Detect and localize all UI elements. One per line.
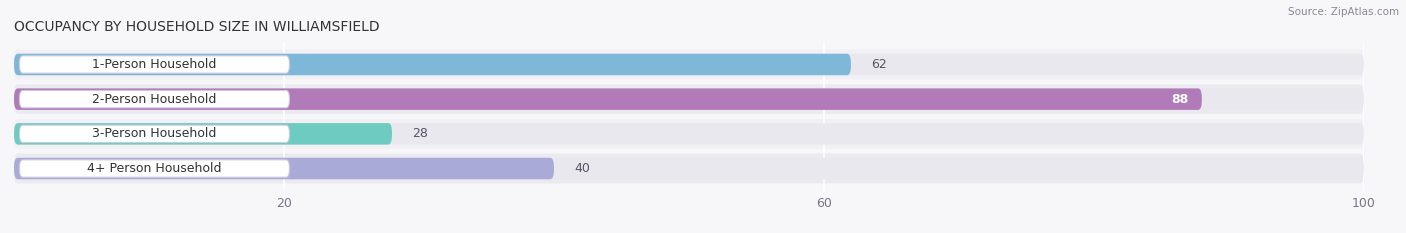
FancyBboxPatch shape [14,123,1364,145]
FancyBboxPatch shape [14,123,392,145]
Text: 2-Person Household: 2-Person Household [93,93,217,106]
Text: 62: 62 [872,58,887,71]
Text: 4+ Person Household: 4+ Person Household [87,162,222,175]
FancyBboxPatch shape [20,90,290,108]
FancyBboxPatch shape [20,56,290,73]
FancyBboxPatch shape [14,84,1364,114]
FancyBboxPatch shape [14,54,851,75]
FancyBboxPatch shape [14,88,1202,110]
FancyBboxPatch shape [14,158,554,179]
FancyBboxPatch shape [14,88,1364,110]
FancyBboxPatch shape [20,160,290,177]
Text: Source: ZipAtlas.com: Source: ZipAtlas.com [1288,7,1399,17]
Text: 3-Person Household: 3-Person Household [93,127,217,140]
FancyBboxPatch shape [14,154,1364,183]
Text: OCCUPANCY BY HOUSEHOLD SIZE IN WILLIAMSFIELD: OCCUPANCY BY HOUSEHOLD SIZE IN WILLIAMSF… [14,20,380,34]
FancyBboxPatch shape [14,54,1364,75]
FancyBboxPatch shape [14,158,1364,179]
Text: 28: 28 [412,127,427,140]
FancyBboxPatch shape [20,125,290,143]
Text: 40: 40 [574,162,591,175]
Text: 1-Person Household: 1-Person Household [93,58,217,71]
FancyBboxPatch shape [14,119,1364,149]
Text: 88: 88 [1171,93,1188,106]
FancyBboxPatch shape [14,50,1364,79]
